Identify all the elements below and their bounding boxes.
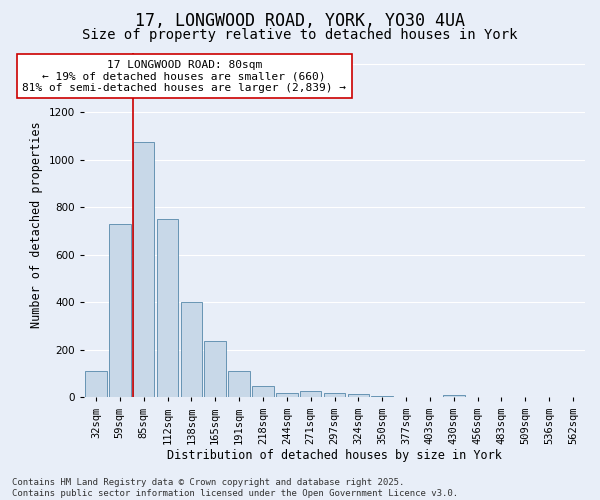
Bar xyxy=(109,224,131,398)
Bar xyxy=(133,142,154,398)
Bar xyxy=(347,394,369,398)
Bar xyxy=(85,372,107,398)
Bar xyxy=(276,392,298,398)
Text: Size of property relative to detached houses in York: Size of property relative to detached ho… xyxy=(82,28,518,42)
Text: 17 LONGWOOD ROAD: 80sqm
← 19% of detached houses are smaller (660)
81% of semi-d: 17 LONGWOOD ROAD: 80sqm ← 19% of detache… xyxy=(22,60,346,93)
Bar xyxy=(157,219,178,398)
Bar xyxy=(205,341,226,398)
Bar xyxy=(252,386,274,398)
Bar xyxy=(324,392,345,398)
Bar xyxy=(371,396,393,398)
Bar xyxy=(443,395,464,398)
X-axis label: Distribution of detached houses by size in York: Distribution of detached houses by size … xyxy=(167,450,502,462)
Y-axis label: Number of detached properties: Number of detached properties xyxy=(30,122,43,328)
Bar xyxy=(181,302,202,398)
Bar xyxy=(300,391,322,398)
Bar xyxy=(229,370,250,398)
Text: 17, LONGWOOD ROAD, YORK, YO30 4UA: 17, LONGWOOD ROAD, YORK, YO30 4UA xyxy=(135,12,465,30)
Text: Contains HM Land Registry data © Crown copyright and database right 2025.
Contai: Contains HM Land Registry data © Crown c… xyxy=(12,478,458,498)
